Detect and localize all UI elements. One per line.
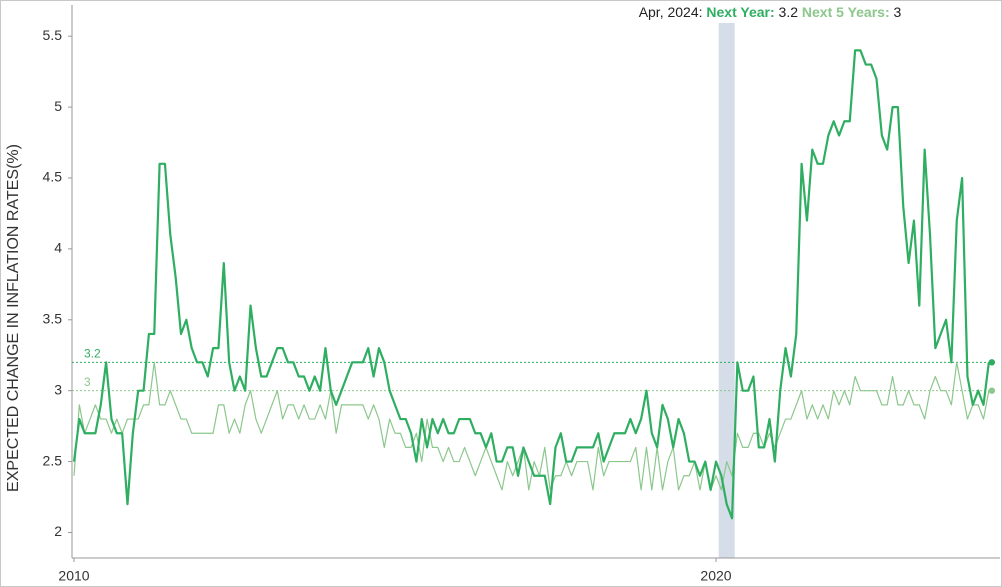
tooltip-value: 3	[893, 4, 902, 20]
latest-value-label: 3.2	[84, 346, 101, 360]
y-tick-label: 3.5	[43, 310, 63, 326]
latest-point	[988, 387, 996, 394]
x-tick-label: 2020	[700, 568, 731, 584]
latest-value-label: 3	[84, 375, 91, 389]
y-tick-label: 2	[54, 523, 62, 539]
tooltip-value: 3.2	[778, 4, 799, 20]
tooltip-series-name: Next Year	[706, 4, 774, 20]
shaded-period	[718, 23, 735, 558]
series-line	[73, 361, 990, 491]
y-tick-label: 4	[54, 240, 62, 256]
tooltip-header: Apr, 2024 Next Year 3.2 Next 5 Years 3	[560, 4, 980, 20]
y-tick-label: 4.5	[43, 169, 63, 185]
y-axis-label: EXPECTED CHANGE IN INFLATION RATES(%)	[5, 144, 22, 492]
y-tick-label: 5	[54, 98, 62, 114]
x-tick-label: 2010	[58, 568, 89, 584]
tooltip-date: Apr, 2024	[639, 4, 703, 20]
latest-point	[988, 359, 996, 366]
y-tick-label: 3	[54, 381, 62, 397]
y-tick-label: 5.5	[43, 27, 63, 43]
tooltip-series-name: Next 5 Years	[802, 4, 890, 20]
series-line	[72, 49, 990, 520]
y-tick-label: 2.5	[43, 452, 63, 468]
